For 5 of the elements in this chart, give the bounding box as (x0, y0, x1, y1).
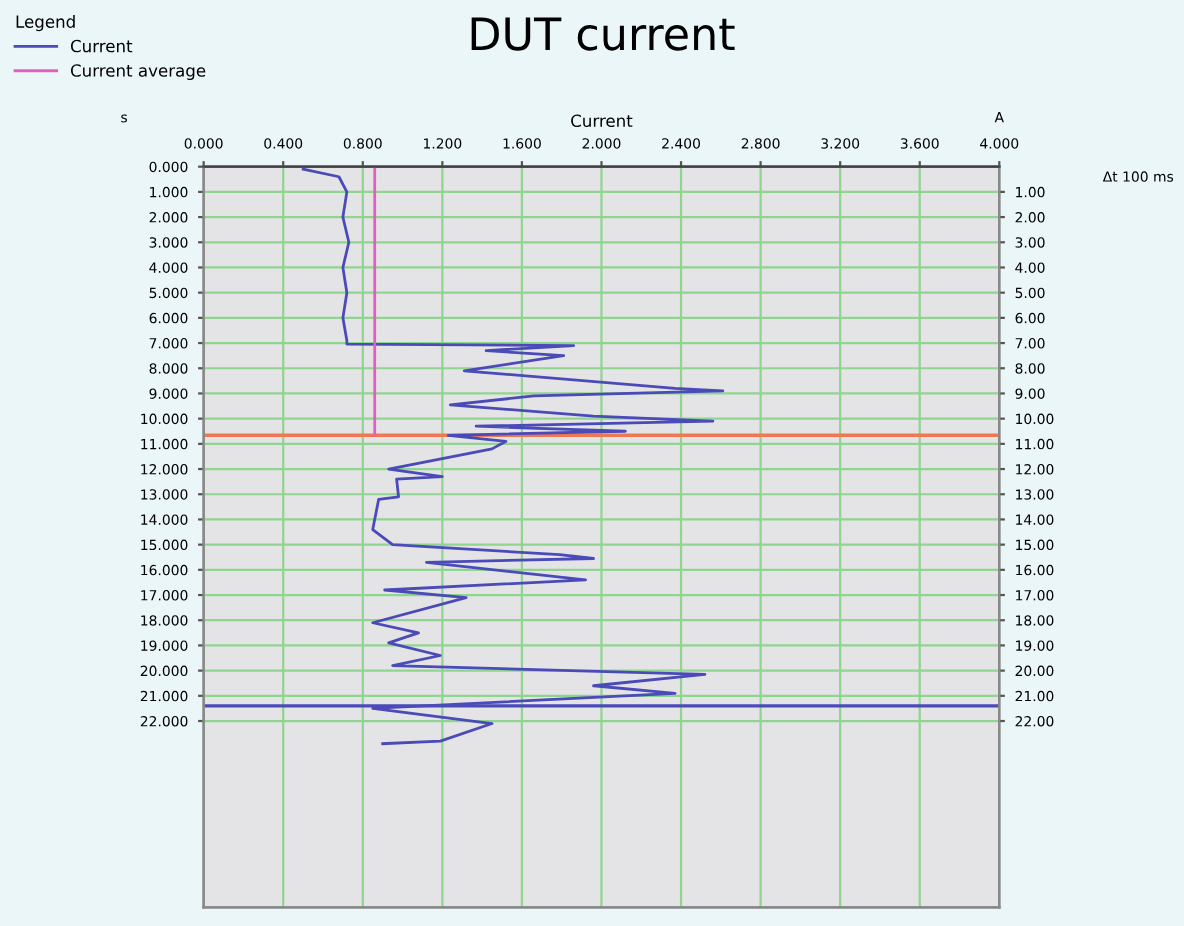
legend-label: Current (70, 39, 133, 53)
chart-title: DUT current (471, 17, 735, 51)
legend-label: Current average (70, 64, 206, 81)
x-axis-title: Current (571, 114, 633, 128)
legend-title: Legend (16, 15, 75, 32)
